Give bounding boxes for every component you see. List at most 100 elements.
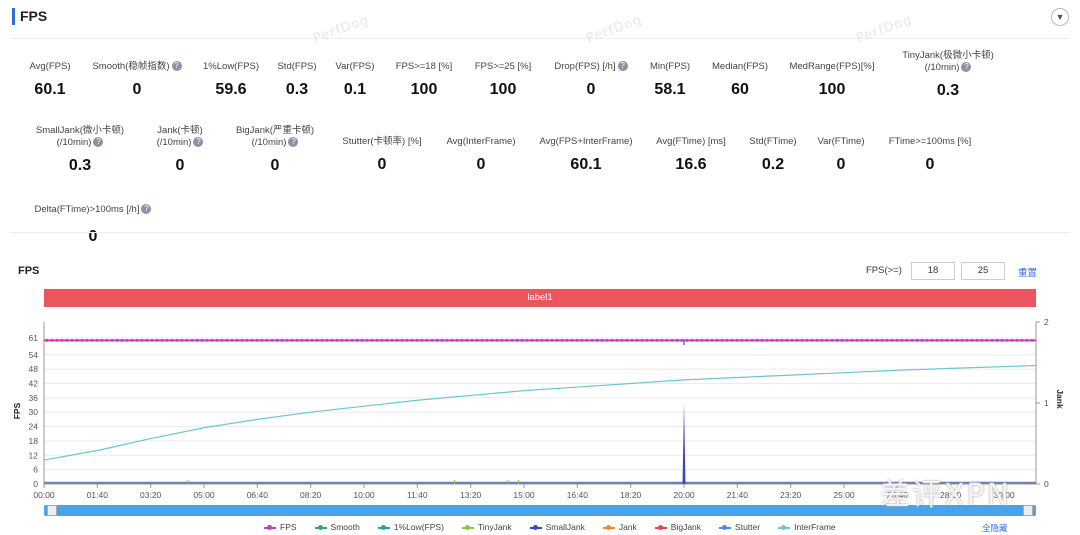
fps-point — [825, 338, 829, 342]
fps-point — [65, 338, 69, 342]
help-icon[interactable]: ? — [288, 137, 299, 148]
fps-point — [480, 338, 484, 342]
fps-point — [340, 338, 344, 342]
legend-item-1-low-fps-[interactable]: 1%Low(FPS) — [377, 522, 444, 532]
fps-point — [700, 338, 704, 342]
fps-point — [60, 338, 64, 342]
fps-point — [875, 338, 879, 342]
fps-point — [785, 338, 789, 342]
metric-label: Std(FPS) — [277, 61, 317, 72]
fps-point — [695, 338, 699, 342]
x-tick-label: 20:00 — [673, 490, 695, 500]
x-tick-label: 01:40 — [87, 490, 109, 500]
legend-swatch — [719, 524, 732, 530]
fps-point — [915, 338, 919, 342]
legend-item-jank[interactable]: Jank — [602, 522, 637, 532]
metric-value: 0.2 — [761, 156, 785, 173]
fps-point — [290, 338, 294, 342]
help-icon[interactable]: ? — [617, 61, 628, 72]
fps-point — [380, 338, 384, 342]
fps-point — [1025, 338, 1029, 342]
metric-value: 58.1 — [654, 81, 686, 98]
help-icon[interactable]: ? — [961, 62, 972, 73]
legend-label: SmallJank — [545, 522, 585, 532]
slider-handle-left[interactable] — [47, 505, 57, 516]
legend-swatch — [377, 524, 390, 530]
fps-point — [725, 338, 729, 342]
fps-point — [110, 338, 114, 342]
chart-legend: FPS Smooth 1%Low(FPS) TinyJank SmallJank Jank… — [264, 522, 854, 532]
fps-point — [995, 338, 999, 342]
fps-point — [400, 338, 404, 342]
fps-point — [120, 338, 124, 342]
fps-point — [545, 338, 549, 342]
fps-point — [155, 338, 159, 342]
chevron-down-icon[interactable]: ▼ — [1051, 8, 1069, 26]
time-range-slider[interactable] — [44, 505, 1036, 516]
legend-swatch — [314, 524, 327, 530]
fps-point — [235, 338, 239, 342]
help-icon[interactable]: ? — [141, 204, 152, 215]
panel-title: FPS — [20, 8, 48, 24]
fps-point — [900, 338, 904, 342]
fps-point — [740, 338, 744, 342]
fps-point — [550, 338, 554, 342]
fps-point — [80, 338, 84, 342]
threshold-input-1[interactable]: 18 — [911, 262, 955, 280]
fps-point — [420, 338, 424, 342]
help-icon[interactable]: ? — [171, 61, 182, 72]
y2-tick-label: 0 — [1044, 479, 1049, 489]
legend-item-smooth[interactable]: Smooth — [314, 522, 360, 532]
fps-point — [300, 338, 304, 342]
legend-item-bigjank[interactable]: BigJank — [654, 522, 701, 532]
slider-handle-right[interactable] — [1023, 505, 1033, 516]
fps-point — [225, 338, 229, 342]
fps-point — [250, 338, 254, 342]
fps-point — [600, 338, 604, 342]
hide-all-button[interactable]: 全隐藏 — [982, 523, 1008, 533]
fps-point — [200, 338, 204, 342]
fps-point — [385, 338, 389, 342]
metric-label: TinyJank(极微小卡顿) — [902, 50, 994, 61]
legend-swatch — [264, 524, 276, 530]
fps-point — [960, 338, 964, 342]
fps-point — [220, 338, 224, 342]
fps-point — [210, 338, 214, 342]
label-bar[interactable]: label1 — [44, 289, 1036, 307]
help-icon[interactable]: ? — [93, 137, 104, 148]
help-icon[interactable]: ? — [193, 137, 204, 148]
fps-point — [830, 338, 834, 342]
legend-item-fps[interactable]: FPS — [264, 522, 297, 532]
fps-point — [190, 338, 194, 342]
metric-value: 100 — [410, 81, 438, 98]
metric-var-fps: Var(FPS) 0.1 — [285, 61, 425, 99]
fps-point — [615, 338, 619, 342]
fps-point — [895, 338, 899, 342]
fps-point — [375, 338, 379, 342]
fps-point — [50, 338, 54, 342]
fps-point — [750, 338, 754, 342]
legend-item-smalljank[interactable]: SmallJank — [529, 522, 585, 532]
legend-item-tinyjank[interactable]: TinyJank — [461, 522, 512, 532]
metric-value: 100 — [818, 81, 846, 98]
fps-point — [770, 338, 774, 342]
legend-item-stutter[interactable]: Stutter — [719, 522, 760, 532]
reset-button[interactable]: 重置 — [1018, 268, 1038, 279]
fps-point — [445, 338, 449, 342]
fps-point — [815, 338, 819, 342]
fps-point — [430, 338, 434, 342]
fps-point — [805, 338, 809, 342]
legend-label: 1%Low(FPS) — [393, 522, 444, 532]
fps-point — [460, 338, 464, 342]
metric-label-unit: (/10min)? — [878, 62, 1018, 74]
threshold-input-2[interactable]: 25 — [961, 262, 1005, 280]
fps-point — [635, 338, 639, 342]
legend-label: FPS — [280, 522, 297, 532]
fps-point — [620, 338, 624, 342]
fps-point — [505, 338, 509, 342]
metric-label: Min(FPS) — [649, 61, 691, 72]
fps-point — [705, 338, 709, 342]
fps-point — [670, 338, 674, 342]
x-tick-label: 05:00 — [193, 490, 215, 500]
legend-item-interframe[interactable]: InterFrame — [778, 522, 836, 532]
